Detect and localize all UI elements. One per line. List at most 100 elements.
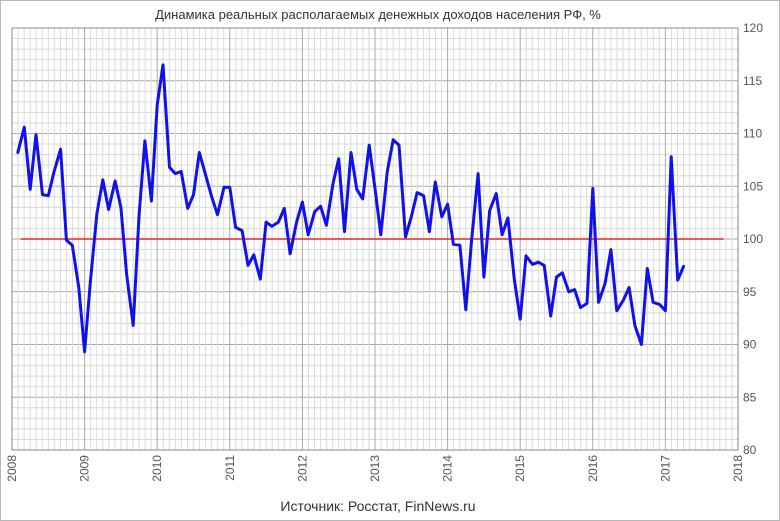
data-point	[125, 273, 128, 277]
y-tick-label: 90	[743, 338, 757, 352]
data-point	[651, 301, 655, 304]
data-point	[500, 233, 504, 236]
data-point	[156, 103, 159, 107]
y-tick-label: 95	[743, 285, 757, 299]
data-point	[506, 216, 510, 220]
data-point	[458, 244, 462, 247]
data-point	[470, 238, 473, 242]
data-point	[531, 263, 534, 266]
x-tick-label: 2010	[150, 455, 164, 482]
data-point	[52, 170, 56, 173]
data-point	[524, 254, 528, 258]
data-point	[434, 180, 437, 184]
data-point	[161, 63, 165, 67]
y-axis-ticks: 80 85 90 95 100 105 110 115 120	[743, 21, 763, 457]
x-axis-ticks: 2008 2009 2010 2011 2012 2013 2014 2015 2016 2017…	[5, 455, 745, 482]
data-point	[664, 309, 667, 312]
data-point	[343, 230, 346, 233]
data-point	[192, 193, 195, 196]
data-point	[397, 143, 401, 147]
data-point	[579, 306, 582, 309]
y-tick-label: 120	[743, 21, 763, 35]
data-point	[319, 205, 322, 208]
data-point	[71, 244, 74, 247]
chart-title: Динамика реальных располагаемых денежных…	[155, 7, 601, 22]
data-point	[222, 186, 226, 189]
data-point	[415, 191, 419, 194]
data-point	[410, 215, 413, 218]
data-point	[392, 138, 395, 141]
data-point	[555, 275, 558, 279]
data-point	[288, 252, 292, 255]
data-point	[119, 206, 123, 209]
data-point	[476, 172, 480, 175]
data-point	[622, 299, 625, 302]
data-point	[452, 243, 455, 246]
data-point	[204, 174, 207, 177]
data-point	[537, 261, 540, 264]
y-tick-label: 115	[743, 74, 762, 88]
data-point	[488, 209, 491, 212]
chart-source: Источник: Росстат, FinNews.ru	[280, 498, 475, 514]
x-tick-label: 2014	[441, 455, 455, 482]
data-point	[132, 324, 135, 327]
data-point	[101, 178, 105, 182]
data-point	[252, 253, 255, 256]
x-tick-label: 2008	[5, 455, 19, 482]
data-point	[174, 172, 177, 175]
x-tick-label: 2015	[513, 455, 527, 482]
data-point	[95, 212, 99, 215]
axes	[11, 27, 739, 451]
x-tick-label: 2011	[223, 455, 237, 481]
data-point	[464, 308, 467, 311]
data-point	[234, 226, 237, 229]
data-point	[591, 187, 594, 190]
y-tick-label: 100	[743, 232, 763, 246]
data-point	[331, 182, 335, 186]
data-point	[682, 265, 685, 268]
data-point	[640, 343, 643, 346]
data-point	[440, 215, 443, 218]
data-point	[428, 230, 431, 233]
data-point	[561, 271, 564, 274]
data-point	[404, 235, 407, 239]
data-point	[337, 157, 340, 160]
data-point	[137, 213, 141, 216]
data-point	[246, 264, 250, 267]
data-point	[658, 303, 661, 306]
x-tick-label: 2018	[731, 455, 745, 482]
data-point	[307, 233, 310, 236]
data-point	[29, 188, 32, 191]
data-point	[549, 314, 552, 318]
data-point	[83, 350, 86, 354]
data-point	[603, 282, 607, 285]
series-group	[16, 63, 686, 354]
data-point	[283, 207, 286, 210]
data-point	[609, 248, 613, 251]
data-point	[567, 290, 570, 293]
data-point	[325, 224, 328, 227]
data-point	[16, 151, 19, 154]
data-point	[34, 133, 38, 136]
data-point	[513, 278, 516, 282]
data-point	[386, 170, 389, 173]
plot-border	[11, 27, 739, 451]
data-point	[210, 195, 213, 198]
data-point	[59, 148, 62, 151]
data-point	[65, 238, 68, 242]
data-point	[379, 233, 382, 236]
x-tick-label: 2013	[368, 455, 382, 482]
x-tick-label: 2017	[658, 455, 672, 482]
data-point	[633, 324, 637, 327]
data-point	[77, 286, 81, 289]
data-point	[355, 188, 358, 191]
data-point	[270, 225, 274, 228]
data-point	[264, 220, 268, 224]
data-point	[107, 208, 110, 211]
data-point	[519, 318, 522, 321]
data-point	[47, 194, 50, 197]
data-point	[627, 286, 631, 289]
data-point	[89, 280, 92, 283]
data-point	[240, 229, 244, 232]
